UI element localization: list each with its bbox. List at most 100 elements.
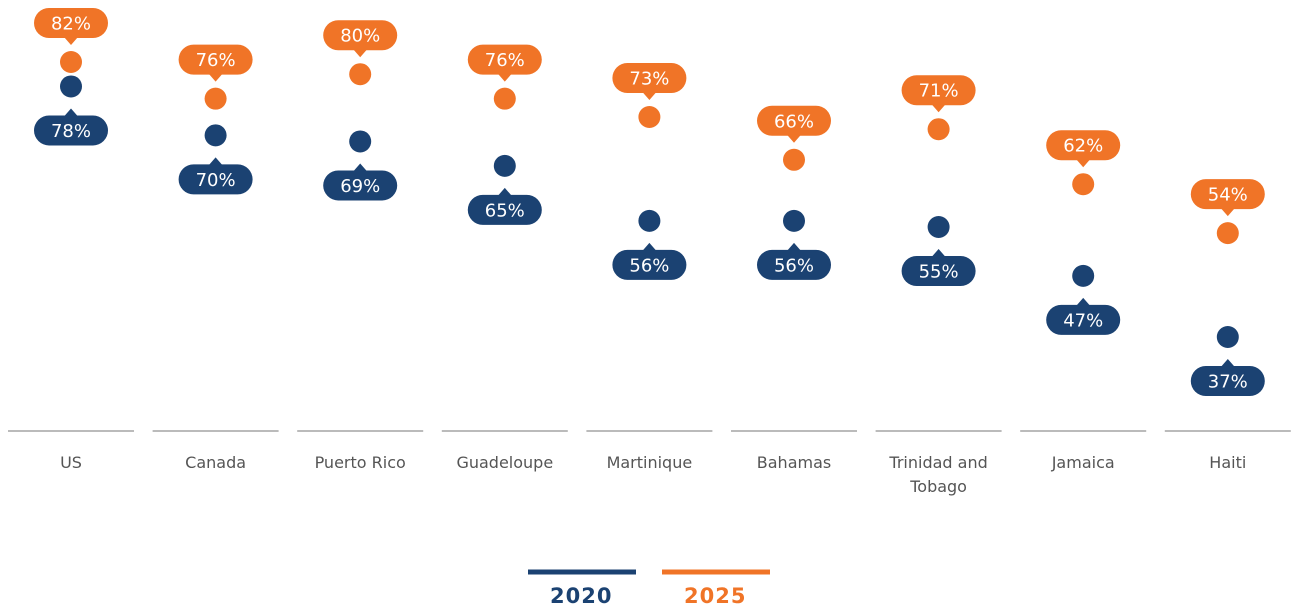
value-callout: 80% [323,20,398,58]
value-label: 70% [196,170,236,191]
callout-box [1190,366,1265,396]
value-label: 55% [919,262,959,283]
dot [638,106,661,128]
dot [927,118,950,141]
callout-box [901,75,976,106]
value-label: 54% [1208,185,1248,206]
value-callout: 56% [612,242,687,280]
value-label: 73% [629,69,669,90]
dot [1216,222,1239,245]
value-callout: 73% [612,63,687,100]
callout-pointer [64,37,78,45]
callout-box [612,63,687,93]
callout-pointer [642,92,657,100]
callout-box [757,249,831,280]
value-callout: 65% [467,187,542,225]
dot [783,148,805,171]
callout-box [34,8,108,38]
value-callout: 71% [901,75,976,113]
dot [493,87,516,110]
callout-pointer [208,157,223,166]
value-label: 82% [51,14,91,35]
value-callout: 76% [178,44,253,82]
category-label: Puerto Rico [314,453,406,472]
value-callout: 54% [1190,179,1265,217]
value-callout: 47% [1046,297,1121,335]
category-label: Bahamas [756,453,832,472]
callout-box [612,249,687,280]
callout-pointer [642,242,657,251]
dot [1216,326,1239,348]
value-callout: 78% [34,108,108,146]
value-callout: 82% [34,8,108,45]
callout-pointer [497,73,512,82]
dot [60,75,82,98]
value-callout: 66% [757,105,831,143]
callout-pointer [931,249,946,257]
value-label: 37% [1208,372,1248,393]
value-label: 65% [485,200,525,221]
value-label: 47% [1063,310,1103,331]
callout-pointer [353,163,368,172]
callout-box [1046,130,1121,161]
value-label: 76% [196,50,236,71]
value-label: 80% [340,26,380,47]
dot [783,209,805,232]
dot [349,130,372,153]
dot [638,209,661,232]
dot [1072,264,1095,287]
value-label: 62% [1063,136,1103,157]
dot [927,216,950,238]
callout-pointer [353,49,368,58]
dot [204,124,227,147]
category-label: Canada [185,453,247,472]
callout-box [178,164,253,195]
callout-box [467,194,542,225]
callout-pointer [1220,208,1235,217]
category-label: Trinidad and Tobago [889,453,988,496]
value-callout: 37% [1190,359,1265,396]
value-label: 69% [340,176,380,197]
callout-box [467,44,542,75]
callout-pointer [787,242,801,251]
dot [493,154,516,177]
value-label: 71% [919,81,959,102]
category-label: Jamaica [1051,453,1115,472]
callout-box [323,170,398,201]
value-label: 78% [51,121,91,142]
callout-pointer [497,187,512,196]
value-callout: 69% [323,163,398,201]
category-label: Martinique [606,453,693,472]
callout-box [34,115,108,146]
dot [60,51,82,73]
callout-box [178,44,253,75]
value-label: 56% [774,255,814,276]
value-label: 56% [629,255,669,276]
callout-pointer [931,104,946,113]
callout-pointer [1076,159,1091,168]
value-label: 66% [774,111,814,132]
dot [204,87,227,110]
value-callout: 55% [901,249,976,286]
dot [349,63,372,86]
category-label: Guadeloupe [456,453,554,472]
callout-pointer [1076,297,1091,306]
callout-pointer [1220,359,1235,367]
value-callout: 76% [467,44,542,82]
dot [1072,173,1095,196]
callout-pointer [64,108,78,117]
value-callout: 70% [178,157,253,195]
value-callout: 62% [1046,130,1121,168]
value-label: 76% [485,50,525,71]
callout-box [323,20,398,51]
legend-label: 2025 [684,584,747,608]
callout-box [757,105,831,136]
category-label: Haiti [1209,453,1247,472]
callout-box [1190,179,1265,210]
value-callout: 56% [757,242,831,280]
category-label: US [60,453,82,472]
legend-label: 2020 [550,584,613,608]
callout-pointer [787,134,801,143]
